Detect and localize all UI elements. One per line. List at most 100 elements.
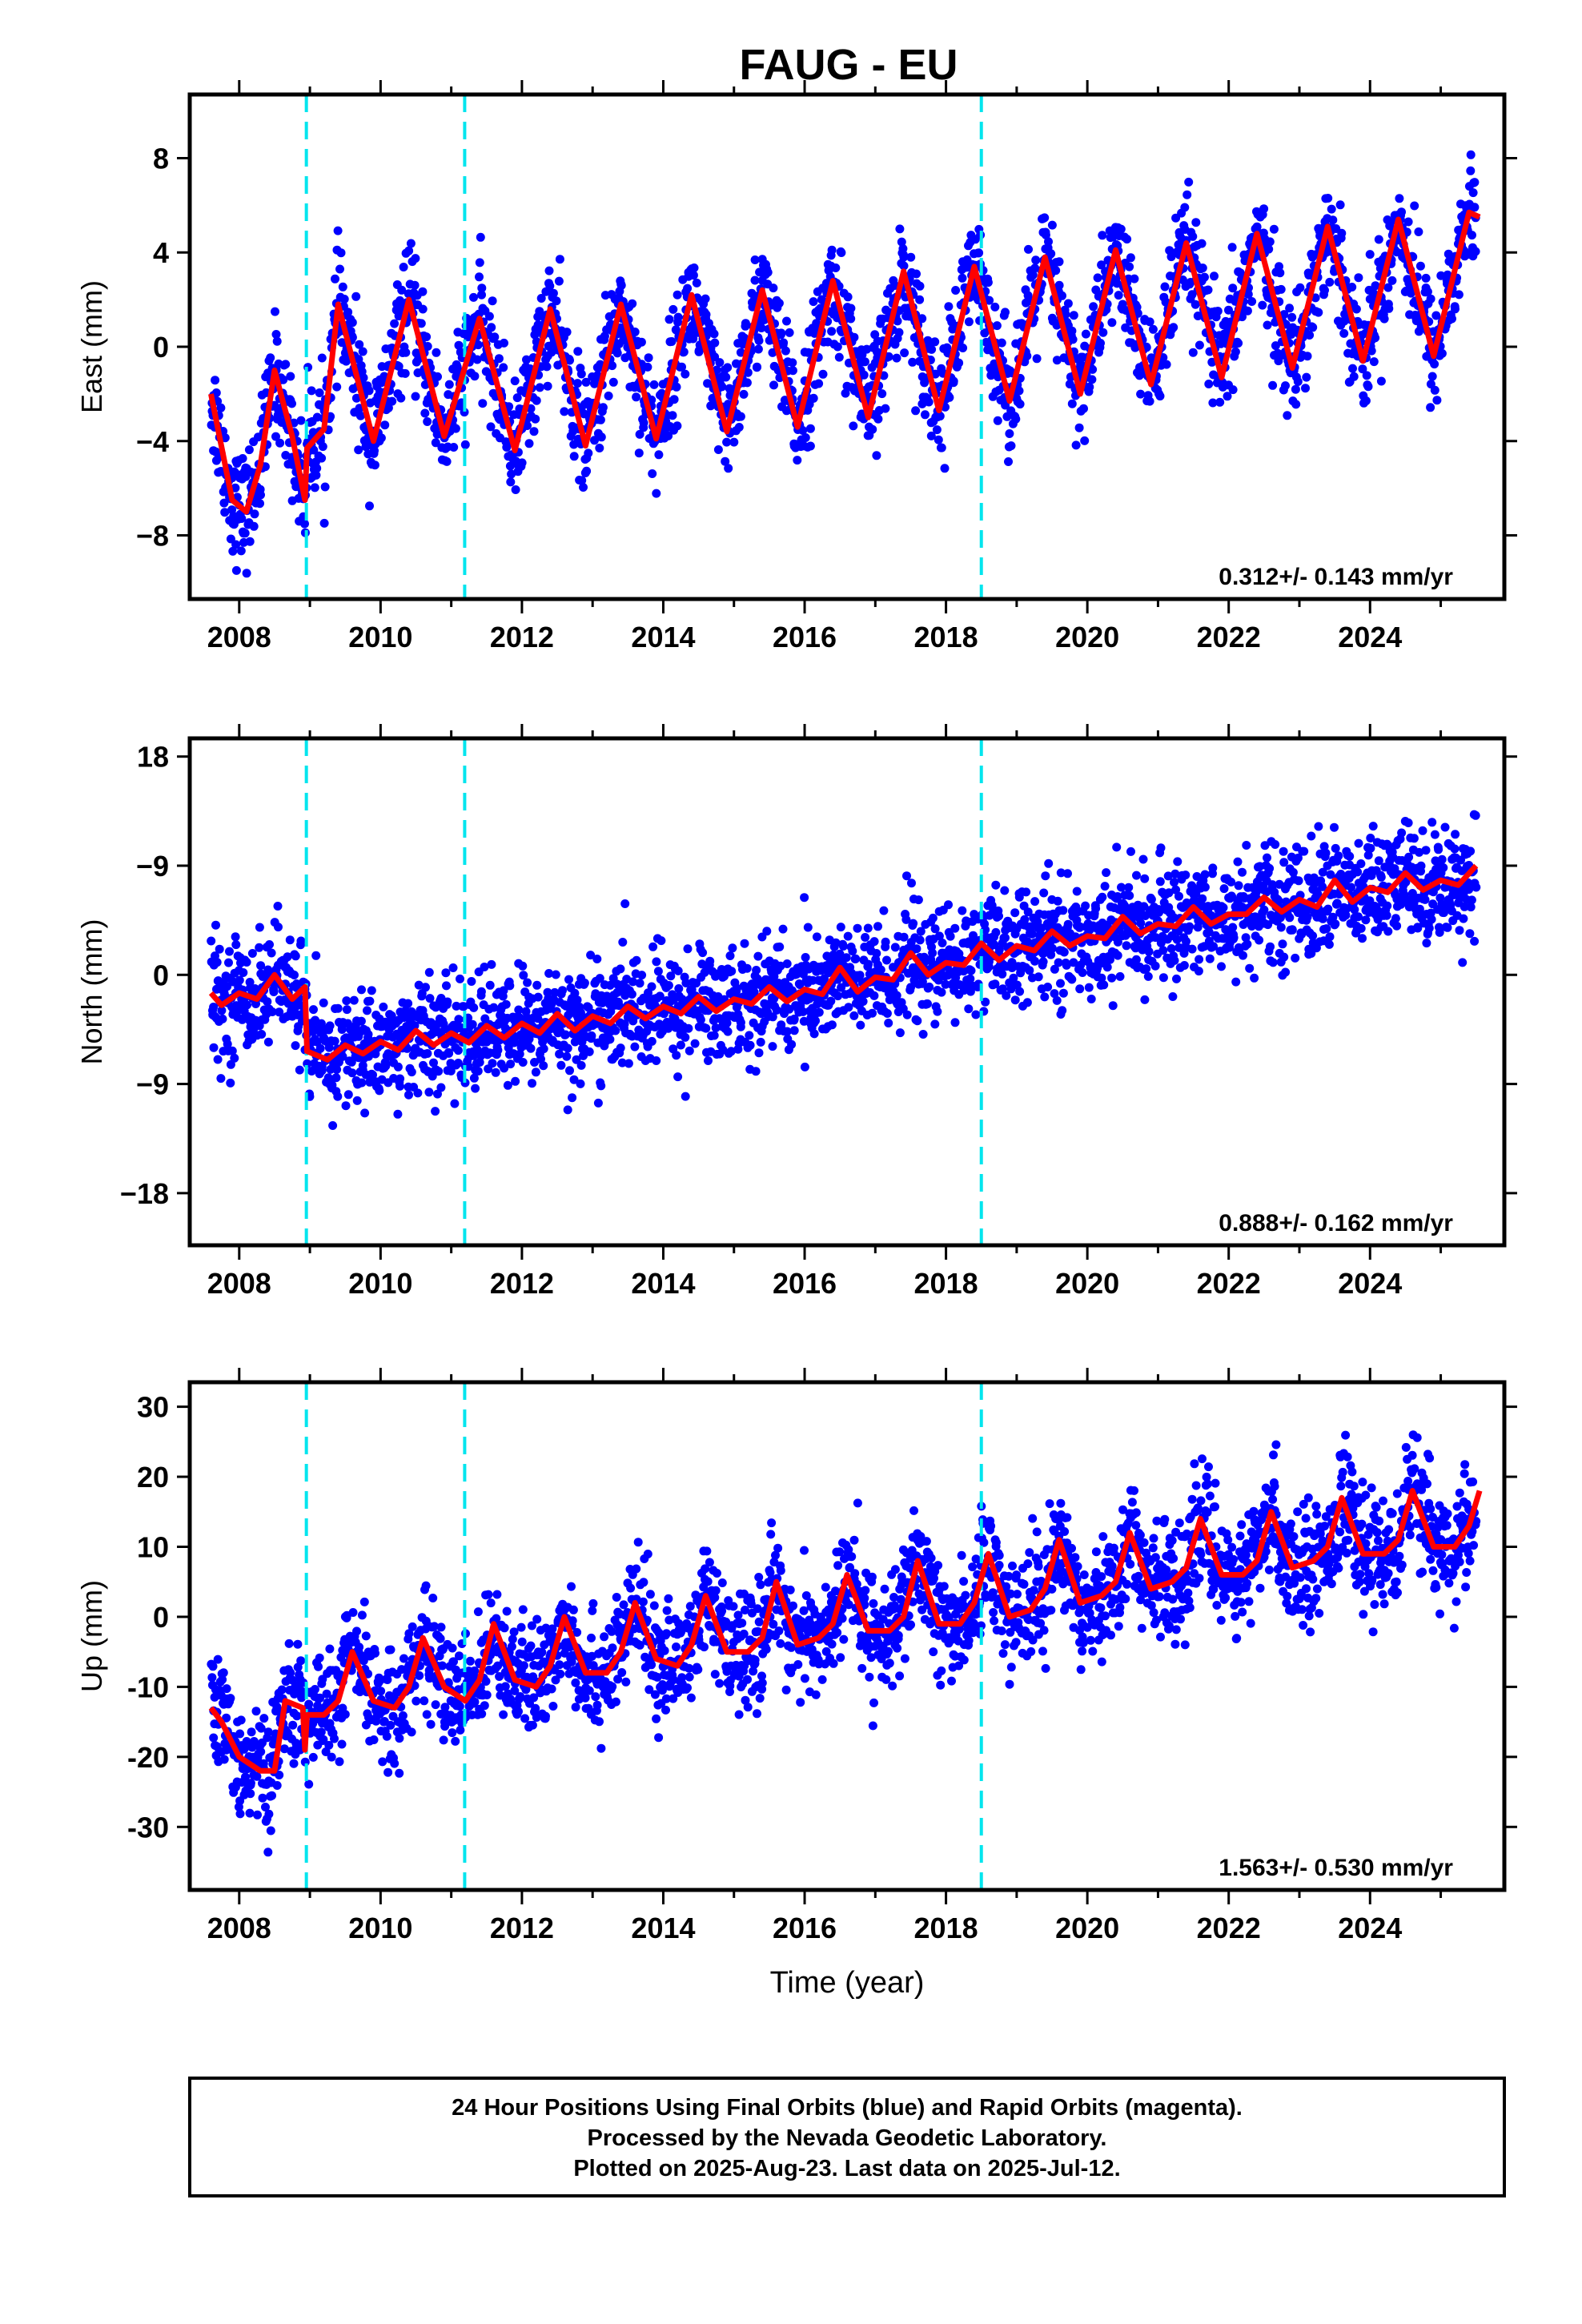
- data-point: [715, 358, 725, 368]
- data-point: [900, 348, 909, 358]
- data-point: [296, 416, 306, 425]
- data-point: [701, 294, 710, 304]
- data-point: [762, 927, 772, 936]
- chart-title: FAUG - EU: [739, 41, 958, 89]
- data-point: [456, 974, 464, 983]
- data-point: [676, 1040, 685, 1050]
- data-point: [734, 423, 744, 432]
- data-point: [1020, 915, 1030, 924]
- data-point: [944, 900, 953, 910]
- data-point: [1102, 868, 1111, 878]
- data-point: [704, 1056, 713, 1065]
- data-point: [1069, 311, 1078, 320]
- data-point: [231, 483, 240, 493]
- y-tick-label: −8: [136, 520, 169, 553]
- data-point: [1348, 364, 1357, 373]
- data-point: [351, 292, 361, 301]
- data-point: [728, 943, 737, 953]
- data-point: [1234, 881, 1243, 891]
- data-point: [1200, 870, 1210, 879]
- data-point: [1080, 436, 1090, 445]
- data-point: [420, 408, 430, 418]
- x-tick-label: 2016: [773, 621, 837, 653]
- data-point: [1321, 848, 1331, 858]
- data-point: [1332, 899, 1342, 908]
- data-point: [444, 380, 454, 389]
- data-point: [220, 508, 230, 517]
- data-point: [1144, 947, 1154, 956]
- data-point: [565, 1066, 574, 1076]
- data-point: [396, 1074, 405, 1084]
- data-point: [1044, 237, 1053, 247]
- data-point: [1007, 958, 1017, 967]
- data-point: [1213, 307, 1223, 316]
- data-point: [1188, 231, 1198, 241]
- data-point: [785, 328, 794, 337]
- data-point: [487, 959, 496, 969]
- data-point: [563, 1043, 572, 1053]
- data-point: [1209, 942, 1219, 951]
- data-point: [231, 540, 241, 549]
- data-point: [1188, 348, 1198, 357]
- data-point: [400, 368, 410, 378]
- data-point: [721, 372, 731, 382]
- data-point: [1150, 961, 1160, 971]
- data-point: [1113, 951, 1122, 960]
- data-point: [584, 448, 593, 458]
- data-point: [1131, 955, 1141, 964]
- data-point: [1075, 922, 1085, 931]
- data-point: [981, 997, 990, 1007]
- data-point: [1269, 224, 1279, 234]
- data-point: [983, 278, 993, 287]
- data-point: [504, 1043, 513, 1052]
- data-point: [291, 1041, 300, 1051]
- data-point: [531, 1068, 540, 1077]
- data-point: [1164, 888, 1174, 898]
- data-point: [563, 1105, 572, 1115]
- data-point: [1421, 273, 1431, 283]
- data-point: [365, 996, 375, 1006]
- y-tick-label: −4: [136, 425, 169, 458]
- data-point: [1266, 942, 1275, 951]
- data-point: [616, 964, 625, 974]
- data-point: [722, 437, 732, 447]
- data-point: [1081, 329, 1090, 339]
- data-point: [1437, 348, 1447, 358]
- data-point: [1216, 339, 1226, 348]
- data-point: [805, 441, 815, 451]
- data-point: [1331, 843, 1340, 853]
- data-point: [991, 880, 1001, 890]
- data-point: [913, 1016, 922, 1026]
- data-point: [1247, 297, 1257, 306]
- x-tick-label: 2014: [631, 621, 695, 653]
- x-tick-label: 2018: [914, 621, 978, 653]
- data-point: [869, 991, 879, 1000]
- data-point: [818, 369, 828, 379]
- data-point: [611, 1026, 620, 1035]
- data-point: [424, 1088, 434, 1097]
- data-point: [219, 498, 229, 508]
- data-point: [271, 330, 281, 339]
- data-point: [834, 352, 844, 362]
- data-point: [592, 955, 602, 963]
- data-point: [211, 920, 220, 930]
- data-point: [681, 1092, 690, 1101]
- data-point: [387, 1011, 396, 1020]
- data-point: [266, 353, 275, 363]
- data-point: [1046, 249, 1056, 259]
- data-point: [1004, 457, 1013, 466]
- data-point: [1339, 316, 1349, 326]
- data-point: [554, 276, 564, 286]
- data-point: [1339, 328, 1349, 338]
- data-point: [1287, 312, 1297, 322]
- data-point: [1219, 903, 1228, 912]
- data-point: [710, 338, 720, 348]
- data-point: [604, 391, 613, 400]
- data-point: [1330, 822, 1339, 832]
- data-point: [355, 340, 364, 349]
- data-point: [1287, 925, 1297, 935]
- data-point: [993, 416, 1002, 425]
- data-point: [653, 967, 663, 976]
- data-point: [614, 1001, 624, 1011]
- data-point: [1263, 320, 1272, 330]
